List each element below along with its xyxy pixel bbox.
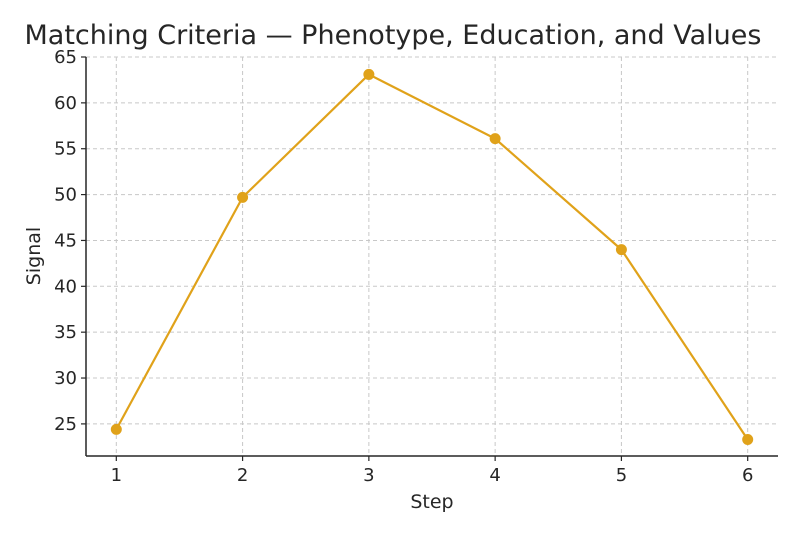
x-tick-label: 4 bbox=[489, 465, 500, 486]
y-tick-label: 25 bbox=[54, 414, 77, 435]
y-tick-label: 45 bbox=[54, 230, 77, 251]
y-tick-label: 50 bbox=[54, 185, 77, 206]
y-tick-label: 55 bbox=[54, 139, 77, 160]
y-axis-label: Signal bbox=[23, 227, 45, 285]
data-point bbox=[363, 68, 375, 80]
series-layer bbox=[110, 68, 754, 445]
data-point bbox=[742, 433, 754, 445]
y-tick-label: 65 bbox=[54, 47, 77, 68]
data-point bbox=[237, 191, 249, 203]
data-point bbox=[489, 133, 501, 145]
data-point bbox=[110, 423, 122, 435]
chart-title: Matching Criteria — Phenotype, Education… bbox=[25, 20, 762, 51]
x-tick-label: 3 bbox=[363, 465, 374, 486]
data-point bbox=[615, 244, 627, 256]
y-tick-label: 35 bbox=[54, 322, 77, 343]
x-tick-label: 1 bbox=[111, 465, 122, 486]
axes bbox=[81, 56, 778, 461]
x-tick-label: 6 bbox=[742, 465, 753, 486]
y-tick-label: 30 bbox=[54, 368, 77, 389]
y-tick-label: 60 bbox=[54, 93, 77, 114]
y-tick-label: 40 bbox=[54, 276, 77, 297]
grid-lines bbox=[86, 56, 778, 456]
x-tick-label: 2 bbox=[237, 465, 248, 486]
series-line bbox=[115, 73, 749, 441]
x-axis-label: Step bbox=[410, 491, 453, 513]
x-tick-label: 5 bbox=[616, 465, 627, 486]
